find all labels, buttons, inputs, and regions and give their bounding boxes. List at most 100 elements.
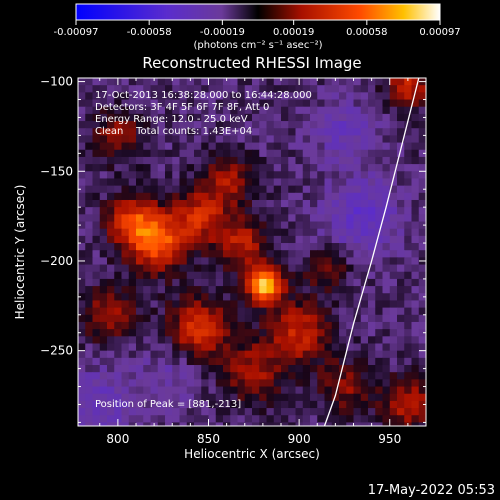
heatmap-cell: [114, 336, 123, 345]
heatmap-cell: [179, 278, 188, 287]
heatmap-cell: [375, 235, 384, 244]
heatmap-cell: [165, 393, 173, 402]
heatmap-cell: [201, 156, 210, 165]
solar-limb-curve: [323, 78, 420, 426]
heatmap-cell: [114, 199, 123, 208]
heatmap-cell: [215, 121, 224, 129]
heatmap-cell: [244, 149, 253, 158]
heatmap-cell: [150, 293, 159, 302]
heatmap-cell: [389, 264, 398, 273]
heatmap-cell: [165, 106, 173, 115]
heatmap-cell: [223, 372, 231, 380]
heatmap-cell: [143, 192, 152, 201]
heatmap-cell: [273, 343, 282, 352]
heatmap-cell: [85, 156, 94, 165]
heatmap-cell: [121, 350, 130, 359]
heatmap-cell: [266, 379, 275, 388]
heatmap-cell: [295, 329, 304, 337]
heatmap-cell: [252, 178, 260, 187]
heatmap-cell: [302, 164, 311, 172]
heatmap-cell: [150, 307, 159, 316]
heatmap-cell: [259, 156, 268, 165]
heatmap-cell: [353, 106, 362, 115]
heatmap-cell: [244, 156, 253, 165]
heatmap-cell: [295, 271, 304, 280]
heatmap-cell: [324, 343, 333, 352]
heatmap-cell: [172, 221, 181, 230]
heatmap-cell: [201, 386, 210, 395]
heatmap-cell: [128, 85, 137, 93]
heatmap-cell: [273, 128, 282, 137]
heatmap-cell: [150, 386, 159, 395]
heatmap-cell: [317, 400, 326, 409]
heatmap-cell: [150, 164, 159, 172]
heatmap-cell: [165, 135, 173, 144]
heatmap-cell: [418, 264, 426, 273]
heatmap-cell: [411, 128, 420, 137]
heatmap-cell: [208, 250, 217, 258]
heatmap-cell: [389, 300, 398, 309]
heatmap-cell: [244, 321, 253, 330]
heatmap-cell: [302, 214, 311, 223]
heatmap-cell: [208, 228, 217, 237]
heatmap-cell: [230, 99, 239, 108]
heatmap-cell: [194, 293, 202, 302]
plot-frame: [77, 77, 427, 427]
heatmap-cell: [230, 250, 239, 258]
heatmap-cell: [208, 400, 217, 409]
heatmap-cell: [143, 92, 152, 101]
heatmap-cell: [281, 379, 289, 388]
heatmap-cell: [346, 121, 355, 129]
heatmap-cell: [389, 336, 398, 345]
heatmap-cell: [295, 393, 304, 402]
heatmap-cell: [215, 264, 224, 273]
heatmap-cell: [194, 199, 202, 208]
heatmap-cell: [107, 192, 115, 201]
heatmap-cell: [85, 99, 94, 108]
heatmap-cell: [230, 386, 239, 395]
heatmap-cell: [157, 192, 166, 201]
heatmap-cell: [353, 314, 362, 323]
heatmap-cell: [186, 164, 195, 172]
heatmap-cell: [404, 271, 413, 280]
heatmap-cell: [157, 221, 166, 230]
heatmap-cell: [230, 85, 239, 93]
heatmap-cell: [194, 243, 202, 251]
heatmap-cell: [281, 228, 289, 237]
heatmap-cell: [317, 78, 326, 86]
heatmap-cell: [324, 329, 333, 337]
heatmap-cell: [165, 386, 173, 395]
heatmap-cell: [404, 135, 413, 144]
heatmap-cell: [252, 85, 260, 93]
heatmap-cell: [331, 214, 340, 223]
heatmap-cell: [360, 156, 369, 165]
heatmap-cell: [150, 400, 159, 409]
heatmap-cell: [375, 99, 384, 108]
heatmap-cell: [172, 350, 181, 359]
heatmap-cell: [252, 243, 260, 251]
heatmap-cell: [143, 128, 152, 137]
heatmap-cell: [244, 264, 253, 273]
heatmap-cell: [302, 336, 311, 345]
heatmap-cell: [404, 228, 413, 237]
heatmap-cell: [85, 400, 94, 409]
heatmap-cell: [252, 257, 260, 266]
heatmap-cell: [85, 393, 94, 402]
heatmap-cell: [302, 128, 311, 137]
heatmap-cell: [389, 422, 398, 426]
heatmap-cell: [382, 357, 391, 366]
heatmap-cell: [259, 293, 268, 302]
heatmap-cell: [375, 78, 384, 86]
heatmap-cell: [107, 386, 115, 395]
heatmap-cell: [201, 128, 210, 137]
heatmap-cell: [78, 286, 86, 294]
heatmap-cell: [353, 300, 362, 309]
heatmap-cell: [339, 149, 347, 158]
heatmap-cell: [208, 243, 217, 251]
heatmap-cell: [85, 321, 94, 330]
heatmap-cell: [194, 264, 202, 273]
heatmap-cell: [150, 106, 159, 115]
heatmap-cell: [157, 228, 166, 237]
heatmap-cell: [397, 286, 405, 294]
heatmap-cell: [230, 192, 239, 201]
